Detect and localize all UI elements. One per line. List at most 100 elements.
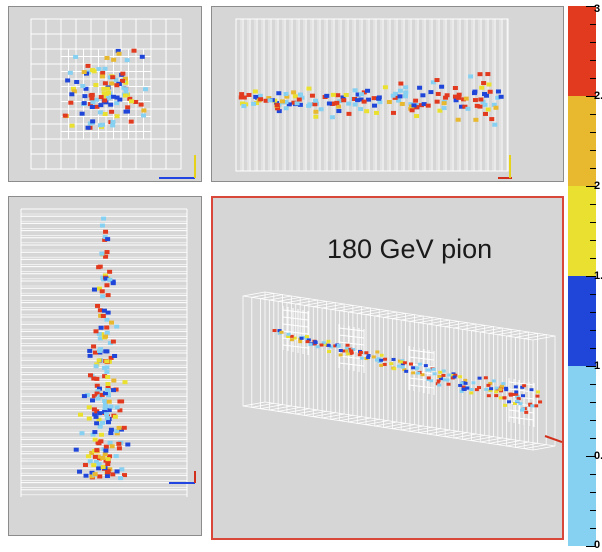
hit-marker bbox=[104, 412, 110, 417]
hit-marker bbox=[365, 88, 371, 93]
color-scale-tick bbox=[590, 150, 596, 151]
hit-marker bbox=[104, 388, 110, 393]
hit-marker bbox=[330, 92, 336, 97]
hit-marker bbox=[69, 92, 75, 97]
hit-marker bbox=[291, 100, 297, 105]
hit-marker bbox=[411, 103, 417, 108]
hit-marker bbox=[491, 379, 496, 383]
hit-marker bbox=[96, 462, 102, 467]
hit-marker bbox=[340, 95, 346, 100]
hit-marker bbox=[123, 87, 129, 92]
hit-marker bbox=[102, 112, 108, 117]
hit-marker bbox=[122, 76, 128, 81]
hit-marker bbox=[79, 111, 85, 116]
hit-marker bbox=[122, 473, 128, 478]
hit-marker bbox=[382, 85, 388, 90]
hit-marker bbox=[376, 358, 381, 362]
color-scale-tick bbox=[586, 366, 596, 367]
hit-marker bbox=[333, 344, 338, 348]
hit-marker bbox=[104, 330, 110, 335]
hit-marker bbox=[474, 388, 479, 392]
hit-marker bbox=[397, 88, 403, 93]
hit-marker bbox=[102, 391, 108, 396]
hit-marker bbox=[304, 335, 309, 339]
hit-marker bbox=[423, 364, 428, 368]
3d-layer-frame bbox=[321, 303, 345, 419]
hit-marker bbox=[253, 94, 259, 99]
hit-marker bbox=[82, 462, 88, 467]
hit-marker bbox=[125, 105, 131, 110]
hit-marker bbox=[104, 283, 110, 288]
hit-marker bbox=[373, 110, 379, 115]
hit-marker bbox=[109, 81, 115, 86]
hit-marker bbox=[103, 334, 109, 339]
hit-marker bbox=[121, 425, 127, 430]
hit-marker bbox=[286, 335, 291, 339]
hit-marker bbox=[352, 102, 358, 107]
hit-marker bbox=[88, 373, 94, 378]
hit-marker bbox=[503, 403, 508, 407]
hit-marker bbox=[102, 402, 108, 407]
hit-marker bbox=[486, 394, 491, 398]
hit-marker bbox=[89, 470, 95, 475]
hit-marker bbox=[358, 92, 364, 97]
hit-marker bbox=[87, 459, 93, 464]
hit-marker bbox=[97, 474, 103, 479]
3d-grid-line bbox=[508, 395, 535, 400]
hit-marker bbox=[425, 103, 431, 108]
hit-marker bbox=[108, 355, 114, 360]
hit-marker bbox=[108, 320, 114, 325]
hit-marker bbox=[120, 71, 126, 76]
hit-marker bbox=[105, 237, 111, 242]
hit-marker bbox=[87, 348, 93, 353]
hit-marker bbox=[431, 367, 436, 371]
hit-marker bbox=[110, 119, 116, 124]
hit-marker bbox=[461, 97, 467, 102]
hit-marker bbox=[389, 362, 394, 366]
hit-marker bbox=[392, 367, 397, 371]
hit-marker bbox=[113, 387, 119, 392]
3d-grid-line bbox=[282, 323, 309, 328]
hit-marker bbox=[447, 373, 452, 377]
hit-marker bbox=[392, 95, 398, 100]
hit-marker bbox=[102, 398, 108, 403]
hit-marker bbox=[103, 229, 109, 234]
hit-marker bbox=[292, 94, 298, 99]
hit-marker bbox=[336, 104, 342, 109]
hit-marker bbox=[286, 102, 292, 107]
color-scale-label: 0 bbox=[594, 540, 601, 551]
hit-marker bbox=[379, 358, 384, 362]
hit-marker bbox=[111, 378, 117, 383]
hit-marker bbox=[480, 99, 486, 104]
hit-marker bbox=[485, 72, 491, 77]
hit-marker bbox=[416, 371, 421, 375]
hit-marker bbox=[482, 111, 488, 116]
hit-marker bbox=[84, 393, 90, 398]
hit-marker bbox=[114, 469, 120, 474]
color-scale-tick bbox=[586, 276, 596, 277]
hit-marker bbox=[486, 82, 492, 87]
hit-marker bbox=[337, 99, 343, 104]
hit-marker bbox=[111, 388, 117, 393]
3d-grid-line bbox=[408, 349, 435, 354]
hit-marker bbox=[98, 95, 104, 100]
hit-marker bbox=[358, 97, 364, 102]
hit-marker bbox=[86, 454, 92, 459]
color-scale-blue-segment bbox=[568, 276, 596, 366]
hit-marker bbox=[319, 343, 324, 347]
hit-marker bbox=[96, 286, 102, 291]
hit-marker bbox=[331, 101, 337, 106]
hit-marker bbox=[397, 94, 403, 99]
hit-marker bbox=[86, 416, 92, 421]
hit-marker bbox=[238, 95, 244, 100]
3d-view-plot bbox=[242, 291, 562, 451]
3d-layer-frame bbox=[295, 299, 319, 415]
hit-marker bbox=[93, 97, 99, 102]
hit-marker bbox=[364, 109, 370, 114]
hit-marker bbox=[399, 360, 404, 364]
color-scale-tick bbox=[586, 5, 596, 7]
color-scale-tick bbox=[590, 240, 596, 241]
hit-marker bbox=[418, 103, 424, 108]
3d-layer-frame bbox=[365, 310, 389, 426]
hit-marker bbox=[488, 388, 493, 392]
